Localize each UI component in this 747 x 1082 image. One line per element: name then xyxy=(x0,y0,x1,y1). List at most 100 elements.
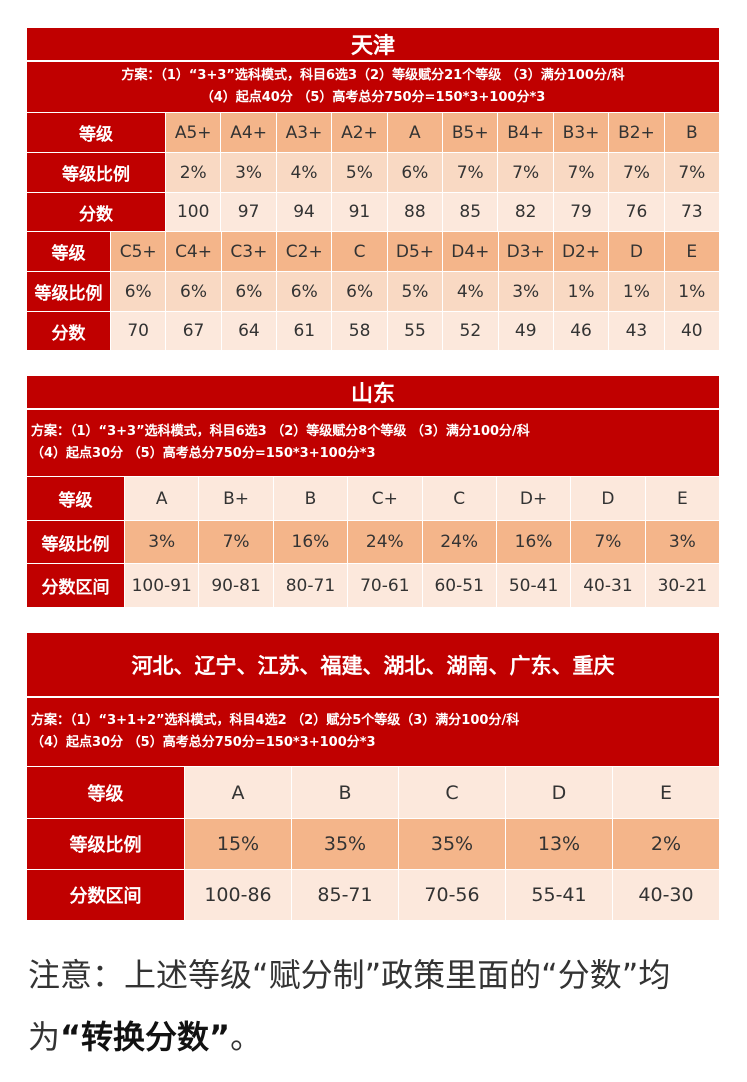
table-cell: 55-41 xyxy=(505,870,612,920)
table-row: 等级比例 3% 7% 16% 24% 24% 16% 7% 3% xyxy=(27,520,719,563)
note-bold: “转换分数” xyxy=(60,1018,231,1056)
table-row: 分数 100 97 94 91 88 85 82 79 76 73 xyxy=(27,192,720,231)
table-cell: 7% xyxy=(442,153,498,192)
table-row: 等级 C5+ C4+ C3+ C2+ C D5+ D4+ D3+ D2+ D E xyxy=(27,231,719,271)
row-label: 等级比例 xyxy=(27,153,165,192)
table-cell: 4% xyxy=(442,272,498,311)
table-cell: 3% xyxy=(124,521,199,563)
table-cell: A xyxy=(386,113,443,152)
table-cell: D2+ xyxy=(552,232,609,271)
table-cell: C4+ xyxy=(165,232,221,271)
table-cell: 7% xyxy=(608,153,664,192)
table-cell: 7% xyxy=(663,153,720,192)
table-cell: 67 xyxy=(165,312,221,350)
table-cell: 16% xyxy=(495,521,571,563)
table-cell: 85-71 xyxy=(291,870,398,920)
table-cell: B4+ xyxy=(497,113,553,152)
table-cell: 43 xyxy=(608,312,664,350)
table-cell: 35% xyxy=(398,819,505,869)
table-cell: 2% xyxy=(612,819,719,869)
table-cell: E xyxy=(644,477,719,520)
table-cell: 80-71 xyxy=(272,564,348,607)
table-cell: 7% xyxy=(198,521,273,563)
table-cell: A3+ xyxy=(275,113,332,152)
table-cell: 4% xyxy=(275,153,332,192)
plan-description: 方案：（1）“3+1+2”选科模式，科目4选2 （2）赋分5个等级（3）满分10… xyxy=(27,698,719,766)
table-cell: 3% xyxy=(644,521,719,563)
note-suffix: 。 xyxy=(230,1018,263,1056)
table-cell: D4+ xyxy=(442,232,498,271)
table-row: 分数 70 67 64 61 58 55 52 49 46 43 40 xyxy=(27,311,719,350)
row-label: 分数区间 xyxy=(27,870,184,920)
row-label: 等级 xyxy=(27,477,124,520)
table-cell: 85 xyxy=(442,193,498,231)
table-cell: D+ xyxy=(495,477,571,520)
table-cell: 24% xyxy=(421,521,496,563)
table-cell: 76 xyxy=(608,193,664,231)
table-cell: D3+ xyxy=(497,232,553,271)
row-label: 等级 xyxy=(27,113,165,152)
table-cell: D xyxy=(570,477,645,520)
table-cell: 15% xyxy=(184,819,291,869)
table-cell: 6% xyxy=(276,272,332,311)
plan-description: 方案：（1）“3+3”选科模式，科目6选3 （2）等级赋分8个等级 （3）满分1… xyxy=(27,410,719,476)
table-cell: 13% xyxy=(505,819,612,869)
table-cell: C xyxy=(398,767,505,818)
table-cell: D5+ xyxy=(386,232,443,271)
plan-line: （4）起点30分 （5）高考总分750分=150*3+100分*3 xyxy=(31,735,376,750)
table-cell: C xyxy=(331,232,387,271)
table-cell: 46 xyxy=(552,312,609,350)
table-cell: B xyxy=(291,767,398,818)
table-cell: 5% xyxy=(331,153,387,192)
table-cell: B2+ xyxy=(608,113,664,152)
table-cell: A xyxy=(124,477,199,520)
table-cell: B xyxy=(663,113,720,152)
grade-table-0: 天津方案：（1）“3+3”选科模式，科目6选3（2）等级赋分21个等级 （3）满… xyxy=(27,28,720,350)
table-cell: A5+ xyxy=(165,113,221,152)
plan-description: 方案：（1）“3+3”选科模式，科目6选3（2）等级赋分21个等级 （3）满分1… xyxy=(27,62,719,112)
table-cell: 100-86 xyxy=(184,870,291,920)
table-cell: 6% xyxy=(386,153,443,192)
table-cell: 7% xyxy=(497,153,553,192)
table-cell: C3+ xyxy=(220,232,277,271)
table-cell: A4+ xyxy=(220,113,276,152)
table-title: 天津 xyxy=(27,28,719,62)
table-cell: 61 xyxy=(276,312,332,350)
table-cell: 16% xyxy=(272,521,348,563)
row-label: 等级比例 xyxy=(27,819,184,869)
grade-table-2: 河北、辽宁、江苏、福建、湖北、湖南、广东、重庆 方案：（1）“3+1+2”选科模式… xyxy=(27,633,719,920)
table-cell: 1% xyxy=(608,272,664,311)
plan-line: 方案：（1）“3+3”选科模式，科目6选3（2）等级赋分21个等级 （3）满分1… xyxy=(121,68,625,83)
row-label: 等级比例 xyxy=(27,521,124,563)
table-cell: E xyxy=(663,232,719,271)
table-cell: 100 xyxy=(165,193,221,231)
table-cell: 6% xyxy=(110,272,166,311)
table-cell: C xyxy=(421,477,496,520)
table-cell: 49 xyxy=(497,312,553,350)
table-cell: 64 xyxy=(220,312,277,350)
grade-table-1: 山东 方案：（1）“3+3”选科模式，科目6选3 （2）等级赋分8个等级 （3）满… xyxy=(27,376,719,607)
row-label: 分数 xyxy=(27,312,110,350)
table-cell: A2+ xyxy=(331,113,387,152)
row-label: 分数区间 xyxy=(27,564,124,607)
table-row: 分数区间 100-86 85-71 70-56 55-41 40-30 xyxy=(27,869,719,920)
table-cell: 100-91 xyxy=(124,564,199,607)
table-cell: A xyxy=(184,767,291,818)
table-row: 等级 A B+ B C+ C D+ D E xyxy=(27,476,719,520)
table-cell: D xyxy=(608,232,664,271)
table-row: 等级比例 15% 35% 35% 13% 2% xyxy=(27,818,719,869)
table-cell: B+ xyxy=(198,477,273,520)
table-title: 河北、辽宁、江苏、福建、湖北、湖南、广东、重庆 xyxy=(27,633,719,698)
table-cell: 70 xyxy=(110,312,166,350)
table-cell: E xyxy=(612,767,719,818)
table-cell: 2% xyxy=(165,153,221,192)
table-cell: 1% xyxy=(552,272,609,311)
table-cell: D xyxy=(505,767,612,818)
table-cell: 88 xyxy=(386,193,443,231)
table-title: 山东 xyxy=(27,376,719,410)
table-cell: 3% xyxy=(220,153,276,192)
table-cell: 94 xyxy=(275,193,332,231)
table-cell: B3+ xyxy=(552,113,609,152)
table-row: 分数区间 100-91 90-81 80-71 70-61 60-51 50-41 40-31… xyxy=(27,563,719,607)
table-cell: 6% xyxy=(331,272,387,311)
